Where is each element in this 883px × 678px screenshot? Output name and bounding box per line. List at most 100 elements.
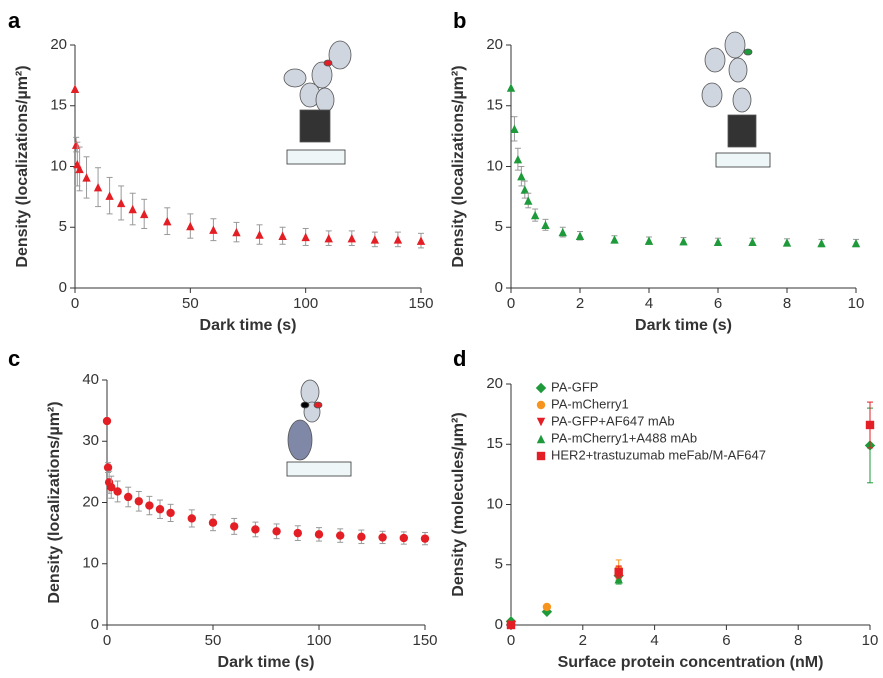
marker bbox=[145, 501, 154, 510]
panel-label: b bbox=[453, 8, 466, 33]
y-tick-label: 20 bbox=[82, 493, 99, 510]
marker bbox=[370, 235, 380, 244]
marker bbox=[209, 225, 218, 234]
icon-a bbox=[283, 40, 352, 165]
marker bbox=[748, 237, 757, 247]
panel-label: c bbox=[8, 346, 20, 371]
x-axis-label: Dark time (s) bbox=[635, 317, 732, 334]
marker bbox=[357, 532, 366, 541]
y-tick-label: 20 bbox=[486, 375, 503, 392]
y-tick-label: 10 bbox=[50, 157, 67, 174]
marker bbox=[399, 533, 408, 543]
marker bbox=[82, 173, 91, 182]
icon-b bbox=[701, 31, 771, 168]
x-tick-label: 10 bbox=[848, 295, 865, 312]
x-tick-label: 0 bbox=[507, 295, 515, 312]
y-tick-label: 20 bbox=[50, 36, 67, 53]
y-axis-label: Density (molecules/µm²) bbox=[450, 412, 467, 596]
marker bbox=[278, 231, 287, 240]
marker bbox=[393, 235, 403, 244]
marker bbox=[506, 620, 516, 630]
marker bbox=[163, 216, 172, 226]
panel-label: d bbox=[453, 346, 466, 371]
marker bbox=[116, 198, 126, 208]
marker bbox=[293, 528, 302, 538]
marker bbox=[155, 505, 165, 514]
marker bbox=[558, 227, 567, 237]
marker bbox=[378, 533, 387, 542]
y-axis-label: Density (localizations/µm²) bbox=[46, 401, 63, 603]
y-tick-label: 0 bbox=[495, 279, 503, 296]
marker bbox=[536, 417, 546, 427]
marker bbox=[782, 238, 792, 247]
marker bbox=[336, 531, 345, 540]
marker bbox=[93, 182, 103, 192]
marker bbox=[644, 236, 654, 245]
y-tick-label: 10 bbox=[486, 157, 503, 174]
marker bbox=[817, 238, 826, 248]
marker bbox=[324, 233, 333, 243]
y-tick-label: 15 bbox=[486, 435, 503, 452]
marker bbox=[524, 196, 533, 205]
marker bbox=[71, 140, 81, 149]
y-tick-label: 10 bbox=[82, 555, 99, 572]
x-tick-label: 6 bbox=[722, 632, 730, 649]
marker bbox=[530, 210, 540, 220]
marker bbox=[107, 482, 116, 492]
marker bbox=[513, 155, 523, 164]
marker bbox=[610, 235, 619, 244]
marker bbox=[506, 83, 516, 92]
x-tick-label: 150 bbox=[408, 295, 433, 312]
y-tick-label: 5 bbox=[495, 556, 503, 573]
y-tick-label: 30 bbox=[82, 432, 99, 449]
marker bbox=[851, 238, 861, 248]
marker bbox=[272, 527, 281, 536]
legend-label: PA-GFP bbox=[551, 379, 598, 394]
marker bbox=[865, 420, 875, 430]
x-tick-label: 0 bbox=[103, 632, 111, 649]
marker bbox=[614, 575, 623, 584]
legend-label: HER2+trastuzumab meFab/M-AF647 bbox=[551, 447, 766, 462]
marker bbox=[187, 514, 196, 523]
marker bbox=[520, 185, 529, 194]
x-tick-label: 150 bbox=[412, 632, 437, 649]
marker bbox=[102, 416, 112, 426]
marker bbox=[134, 497, 143, 506]
icon-c bbox=[286, 379, 352, 477]
marker bbox=[113, 487, 122, 496]
marker bbox=[347, 233, 356, 243]
y-tick-label: 5 bbox=[495, 218, 503, 235]
x-tick-label: 100 bbox=[306, 632, 331, 649]
x-tick-label: 2 bbox=[576, 295, 584, 312]
y-axis-label: Density (localizations/µm²) bbox=[450, 65, 467, 267]
x-tick-label: 50 bbox=[205, 632, 222, 649]
marker bbox=[208, 518, 218, 527]
y-tick-label: 15 bbox=[50, 97, 67, 114]
marker bbox=[70, 84, 80, 93]
x-tick-label: 4 bbox=[645, 295, 653, 312]
marker bbox=[517, 172, 526, 181]
x-tick-label: 0 bbox=[507, 632, 515, 649]
y-tick-label: 5 bbox=[59, 218, 67, 235]
x-axis-label: Dark time (s) bbox=[200, 317, 297, 334]
x-tick-label: 8 bbox=[794, 632, 802, 649]
marker bbox=[140, 209, 149, 219]
marker bbox=[105, 191, 114, 200]
y-tick-label: 0 bbox=[495, 616, 503, 633]
legend-label: PA-GFP+AF647 mAb bbox=[551, 413, 675, 428]
y-tick-label: 0 bbox=[91, 616, 99, 633]
y-tick-label: 40 bbox=[82, 371, 99, 388]
marker bbox=[510, 124, 519, 134]
y-tick-label: 20 bbox=[486, 36, 503, 53]
x-tick-label: 50 bbox=[182, 295, 199, 312]
panel-label: a bbox=[8, 8, 21, 33]
marker bbox=[679, 237, 688, 246]
x-tick-label: 0 bbox=[71, 295, 79, 312]
marker bbox=[536, 434, 546, 444]
marker bbox=[542, 602, 552, 612]
x-tick-label: 10 bbox=[862, 632, 879, 649]
marker bbox=[186, 221, 195, 231]
marker bbox=[232, 227, 241, 237]
x-tick-label: 8 bbox=[783, 295, 791, 312]
